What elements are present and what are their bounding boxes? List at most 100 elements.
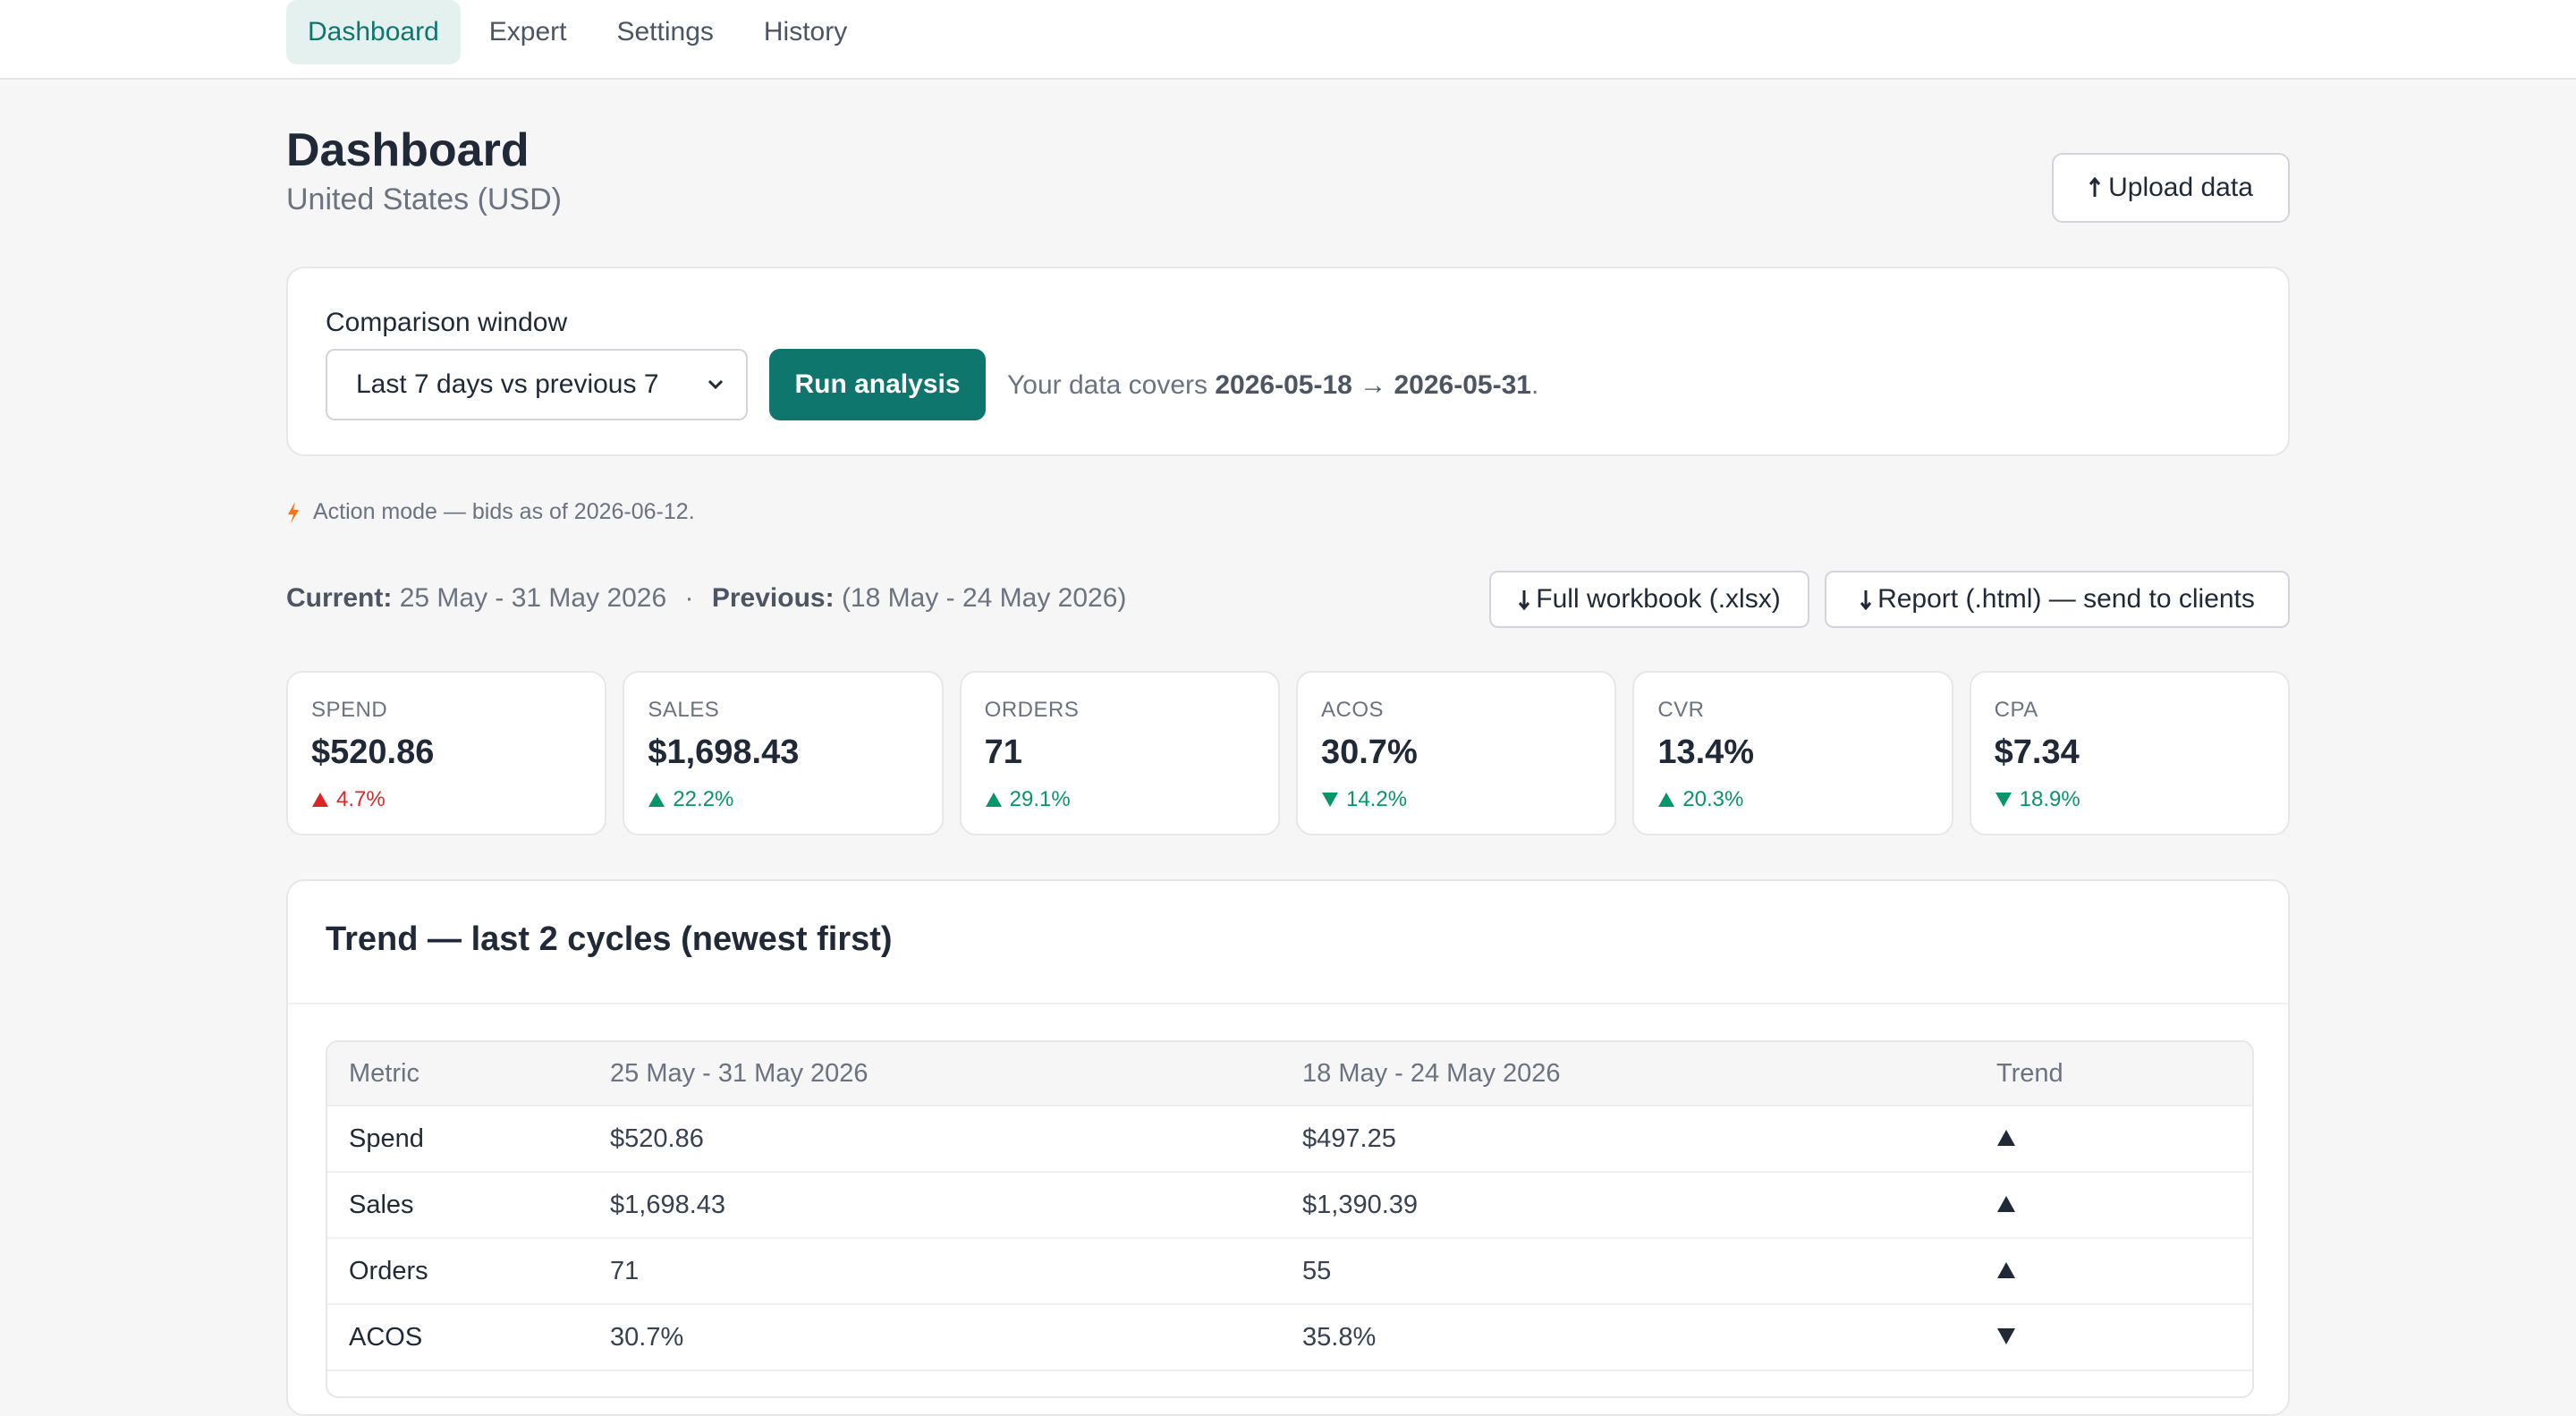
kpi-card-acos: ACOS 30.7% 14.2% [1295,671,1617,835]
triangle-up-icon [1997,1129,2015,1146]
upload-data-button[interactable]: Upload data [2052,153,2290,223]
triangle-up-icon [1658,793,1675,807]
download-report-label: Report (.html) — send to clients [1877,584,2255,614]
triangle-up-icon [1997,1261,2015,1278]
kpi-delta-value: 29.1% [1009,787,1071,811]
coverage-suffix: . [1530,370,1539,400]
triangle-up-icon [985,793,1002,807]
current-cell: 30.7% [610,1322,684,1352]
trend-cell [1996,1191,2252,1220]
kpi-delta: 18.9% [1995,787,2080,812]
kpi-value: 13.4% [1657,733,1755,771]
kpi-value: $7.34 [1994,733,2080,771]
download-workbook-label: Full workbook (.xlsx) [1536,584,1781,614]
kpi-label: CPA [1994,698,2038,722]
current-cell: $520.86 [610,1123,704,1153]
kpi-delta: 14.2% [1321,787,1407,812]
table-row: ACOS 30.7% 35.8% [327,1305,2252,1371]
kpi-delta-value: 18.9% [2019,787,2080,811]
kpi-label: SALES [648,698,720,722]
page-title: Dashboard [286,124,530,176]
kpi-label: ACOS [1320,698,1384,722]
kpi-delta: 20.3% [1657,787,1743,812]
kpi-card-spend: SPEND $520.86 4.7% [286,671,607,835]
upload-arrow-icon [2089,177,2101,197]
kpi-value: 71 [984,733,1022,771]
page-subtitle: United States (USD) [286,182,562,216]
download-report-button[interactable]: Report (.html) — send to clients [1825,571,2290,628]
tab-dashboard[interactable]: Dashboard [286,0,461,64]
kpi-card-orders: ORDERS 71 29.1% [959,671,1280,835]
tab-expert[interactable]: Expert [488,17,567,47]
comparison-card: Comparison window Last 7 days vs previou… [286,267,2290,456]
action-mode-text: Action mode — bids as of 2026-06-12. [313,499,695,524]
kpi-label: SPEND [311,698,388,722]
trend-card: Trend — last 2 cycles (newest first) Met… [286,879,2290,1416]
tab-settings[interactable]: Settings [616,17,714,47]
trend-title: Trend — last 2 cycles (newest first) [326,920,893,958]
trend-cell [1996,1124,2252,1154]
trend-cell [1996,1257,2252,1286]
kpi-row: SPEND $520.86 4.7% SALES $1,698.43 22.2%… [286,671,2290,835]
kpi-delta-value: 14.2% [1345,787,1408,811]
kpi-delta: 29.1% [985,787,1071,812]
kpi-delta-value: 4.7% [336,787,386,811]
kpi-delta: 4.7% [311,787,386,812]
current-period-label: Current: [286,583,393,613]
column-header-current: 25 May - 31 May 2026 [610,1058,869,1088]
tab-history[interactable]: History [763,17,848,47]
kpi-delta-value: 20.3% [1682,787,1744,811]
triangle-up-icon [648,793,665,807]
period-summary: Current: 25 May - 31 May 2026 · Previous… [286,583,1126,614]
action-mode-note: Action mode — bids as of 2026-06-12. [286,499,695,525]
trend-table: Metric 25 May - 31 May 2026 18 May - 24 … [326,1040,2254,1398]
current-cell: $1,698.43 [610,1190,726,1219]
table-row: Spend $520.86 $497.25 [327,1107,2252,1173]
coverage-range: 2026-05-18 → 2026-05-31 [1215,370,1531,400]
triangle-up-icon [312,793,328,807]
table-header: Metric 25 May - 31 May 2026 18 May - 24 … [327,1042,2252,1107]
kpi-label: CVR [1657,698,1705,722]
run-analysis-button[interactable]: Run analysis [769,349,986,420]
triangle-down-icon [1997,1327,2015,1344]
table-row: Sales $1,698.43 $1,390.39 [327,1173,2252,1239]
metric-cell: ACOS [349,1322,423,1352]
download-arrow-icon [1519,590,1530,610]
kpi-card-cvr: CVR 13.4% 20.3% [1632,671,1953,835]
kpi-delta: 22.2% [648,787,733,812]
previous-cell: 35.8% [1302,1322,1377,1352]
trend-cell [1996,1323,2252,1352]
kpi-value: 30.7% [1320,733,1418,771]
divider [288,1003,2288,1005]
data-coverage-text: Your data covers 2026-05-18 → 2026-05-31… [1007,370,1538,401]
comparison-window-value: Last 7 days vs previous 7 [356,369,659,399]
previous-cell: 55 [1302,1256,1332,1285]
previous-period-value: (18 May - 24 May 2026) [841,583,1127,613]
triangle-down-icon [1321,793,1338,807]
chevron-down-icon [708,379,724,390]
previous-cell: $1,390.39 [1302,1190,1419,1219]
triangle-down-icon [1995,793,2012,807]
metric-cell: Spend [349,1123,424,1153]
column-header-previous: 18 May - 24 May 2026 [1302,1058,1561,1088]
download-workbook-button[interactable]: Full workbook (.xlsx) [1489,571,1809,628]
period-separator: · [684,583,694,613]
table-row: Orders 71 55 [327,1239,2252,1305]
lightning-bolt-icon [288,501,299,523]
current-period-value: 25 May - 31 May 2026 [399,583,667,613]
previous-period-label: Previous: [711,583,835,613]
triangle-up-icon [1997,1195,2015,1212]
kpi-value: $1,698.43 [648,733,800,771]
column-header-metric: Metric [349,1058,419,1088]
comparison-window-label: Comparison window [326,308,568,337]
metric-cell: Orders [349,1256,428,1285]
upload-data-label: Upload data [2108,173,2253,202]
metric-cell: Sales [349,1190,414,1219]
comparison-window-select[interactable]: Last 7 days vs previous 7 [326,349,748,420]
kpi-delta-value: 22.2% [673,787,734,811]
kpi-card-cpa: CPA $7.34 18.9% [1969,671,2290,835]
previous-cell: $497.25 [1302,1123,1396,1153]
kpi-label: ORDERS [984,698,1080,722]
nav-tabs: Dashboard Expert Settings History [286,0,869,64]
kpi-value: $520.86 [311,733,435,771]
